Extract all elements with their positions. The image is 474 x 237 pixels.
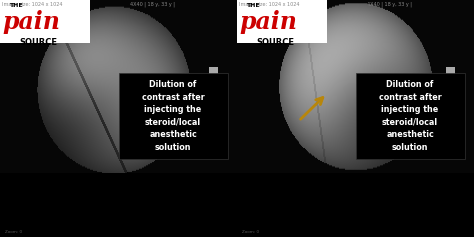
Text: SOURCE: SOURCE <box>256 38 294 47</box>
Text: THE: THE <box>9 4 23 9</box>
Text: pain: pain <box>239 10 297 34</box>
Text: Image size: 1024 x 1024: Image size: 1024 x 1024 <box>2 2 63 7</box>
Bar <box>209 68 218 90</box>
Bar <box>0 0 90 43</box>
Bar <box>118 73 228 159</box>
Text: Dilution of
contrast after
injecting the
steroid/local
anesthetic
solution: Dilution of contrast after injecting the… <box>142 80 204 152</box>
Text: 4X40 | 18 y, 33 y |: 4X40 | 18 y, 33 y | <box>367 2 412 7</box>
Bar <box>446 68 455 90</box>
Bar <box>237 0 327 43</box>
Text: Zoom: 0: Zoom: 0 <box>5 230 22 234</box>
Text: 4X40 | 18 y, 33 y |: 4X40 | 18 y, 33 y | <box>130 2 175 7</box>
Text: Dilution of
contrast after
injecting the
steroid/local
anesthetic
solution: Dilution of contrast after injecting the… <box>379 80 441 152</box>
Text: Piriformis Injection With Fluoroscopy
- Dilution of Contrast -
Lateral View: Piriformis Injection With Fluoroscopy - … <box>251 185 460 223</box>
Text: SOURCE: SOURCE <box>19 38 57 47</box>
Text: Image size: 1024 x 1024: Image size: 1024 x 1024 <box>239 2 300 7</box>
Text: Piriformis Injection With Fluoroscopy
- Dilution of Contrast -
AP View: Piriformis Injection With Fluoroscopy - … <box>14 185 223 223</box>
Text: pain: pain <box>2 10 60 34</box>
Bar <box>356 73 465 159</box>
Text: THE: THE <box>246 4 260 9</box>
Text: Zoom: 0: Zoom: 0 <box>242 230 259 234</box>
